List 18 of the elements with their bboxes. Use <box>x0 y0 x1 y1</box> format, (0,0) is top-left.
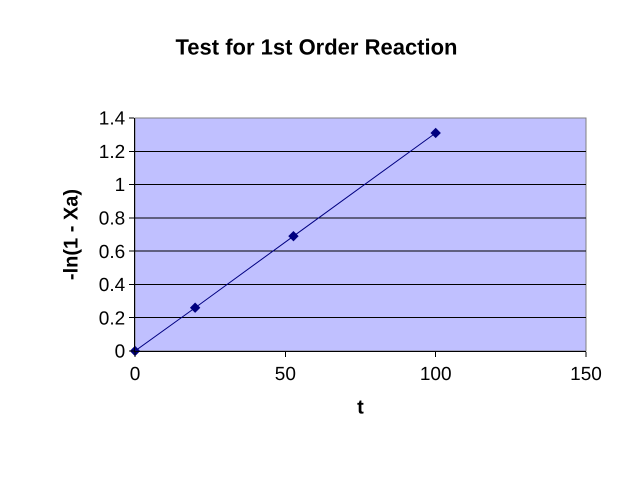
y-tick-label: 0.2 <box>98 308 126 330</box>
point <box>190 302 200 313</box>
y-tick-label: 1.2 <box>98 142 126 163</box>
y-tick-label: 0.8 <box>98 208 126 230</box>
y-tick-label: 0.4 <box>98 275 126 296</box>
x-tick-label: 150 <box>570 364 602 385</box>
x-tick-label: 50 <box>274 364 296 385</box>
y-tick-label: 0 <box>114 342 126 363</box>
point <box>288 230 299 242</box>
y-axis-title: -ln(1 - Xa) <box>60 188 82 280</box>
point <box>430 128 441 138</box>
y-tick-label: 1 <box>114 175 126 196</box>
y-tick-label: 0.6 <box>98 242 126 263</box>
x-tick-label: 100 <box>420 364 452 385</box>
x-tick-label: 0 <box>130 364 140 385</box>
chart-title: Test for 1st Order Reaction <box>176 34 458 60</box>
y-tick-label: 1.4 <box>98 108 126 130</box>
x-axis-title: t <box>357 396 364 418</box>
